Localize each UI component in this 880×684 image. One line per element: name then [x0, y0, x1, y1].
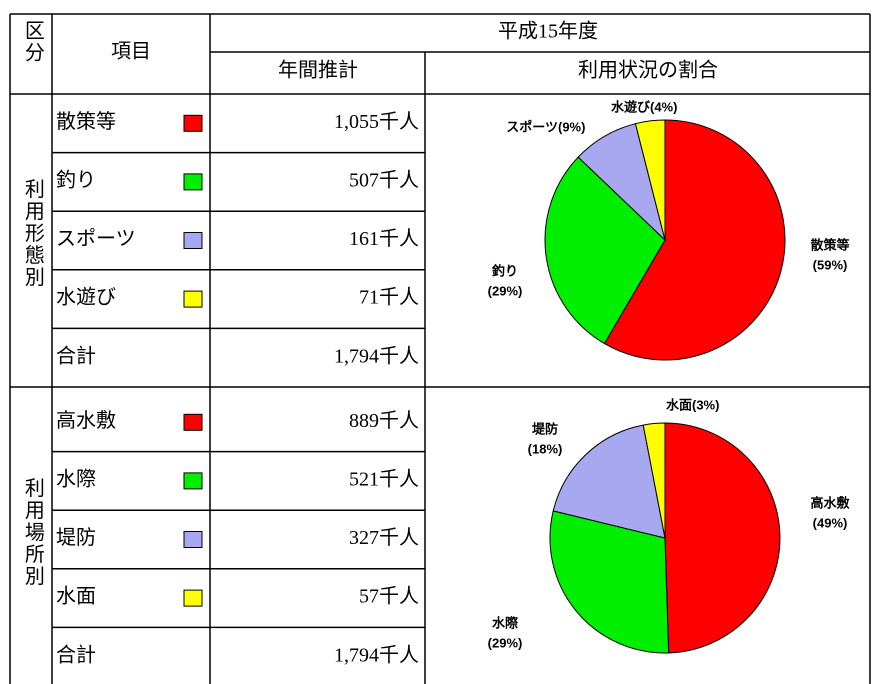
item-label: 釣り — [56, 168, 96, 191]
estimate: 889千人 — [349, 409, 419, 432]
item-label: 水遊び — [56, 286, 116, 309]
item-label: スポーツ — [56, 227, 136, 250]
pie-value-label: (18%) — [528, 441, 563, 456]
pie-value-label: (49%) — [813, 515, 848, 530]
pie-slice — [544, 156, 666, 345]
item-label: 散策等 — [56, 110, 116, 133]
total-label: 合計 — [56, 344, 96, 367]
pie-value-label: (4%) — [650, 99, 677, 114]
pie-label: 高水敷 — [810, 495, 850, 510]
color-swatch — [183, 413, 203, 431]
pie-label: 散策等 — [810, 237, 849, 252]
color-swatch — [183, 531, 203, 548]
group-label: 利用場所別 — [21, 477, 44, 587]
estimate: 161千人 — [349, 227, 419, 250]
header-annual: 年間推計 — [278, 59, 358, 82]
pie-label: 水面 — [666, 397, 692, 412]
color-swatch — [183, 290, 203, 308]
header-ratio: 利用状況の割合 — [578, 59, 718, 82]
item-label: 水際 — [56, 467, 96, 490]
item-label: 高水敷 — [56, 409, 116, 432]
group-label: 利用形態別 — [21, 178, 44, 288]
color-swatch — [183, 114, 203, 132]
color-swatch — [183, 589, 203, 607]
pie-label: スポーツ — [506, 119, 558, 134]
pie-slice — [552, 424, 666, 539]
total-label: 合計 — [56, 643, 96, 666]
item-label: 堤防 — [56, 526, 96, 549]
pie-slice — [634, 119, 666, 241]
color-swatch — [183, 232, 203, 249]
pie-value-label: (59%) — [813, 257, 848, 272]
pie-label: 水際 — [492, 615, 519, 630]
header-period: 平成15年度 — [498, 20, 598, 43]
estimate: 521千人 — [349, 467, 419, 490]
color-swatch — [183, 472, 203, 490]
pie-value-label: (9%) — [558, 119, 585, 134]
estimate: 57千人 — [359, 585, 419, 608]
header-category: 区分 — [21, 20, 44, 64]
pie-slice — [603, 119, 786, 361]
estimate: 71千人 — [359, 286, 419, 309]
pie-value-label: (29%) — [488, 635, 523, 650]
pie-slice — [642, 422, 666, 539]
pie-label: 堤防 — [532, 421, 558, 436]
color-swatch — [183, 173, 203, 191]
pie-value-label: (3%) — [692, 397, 719, 412]
pie-label: 水遊び — [611, 99, 651, 114]
total-estimate: 1,794千人 — [334, 643, 419, 666]
pie-value-label: (29%) — [488, 283, 523, 298]
item-label: 水面 — [56, 585, 96, 608]
estimate: 1,055千人 — [334, 110, 419, 133]
total-estimate: 1,794千人 — [334, 344, 419, 367]
header-item: 項目 — [111, 41, 151, 63]
pie-slice — [549, 510, 670, 654]
pie-label: 釣り — [492, 263, 518, 278]
pie-slice — [664, 422, 781, 654]
estimate: 507千人 — [349, 168, 419, 191]
estimate: 327千人 — [349, 526, 419, 549]
